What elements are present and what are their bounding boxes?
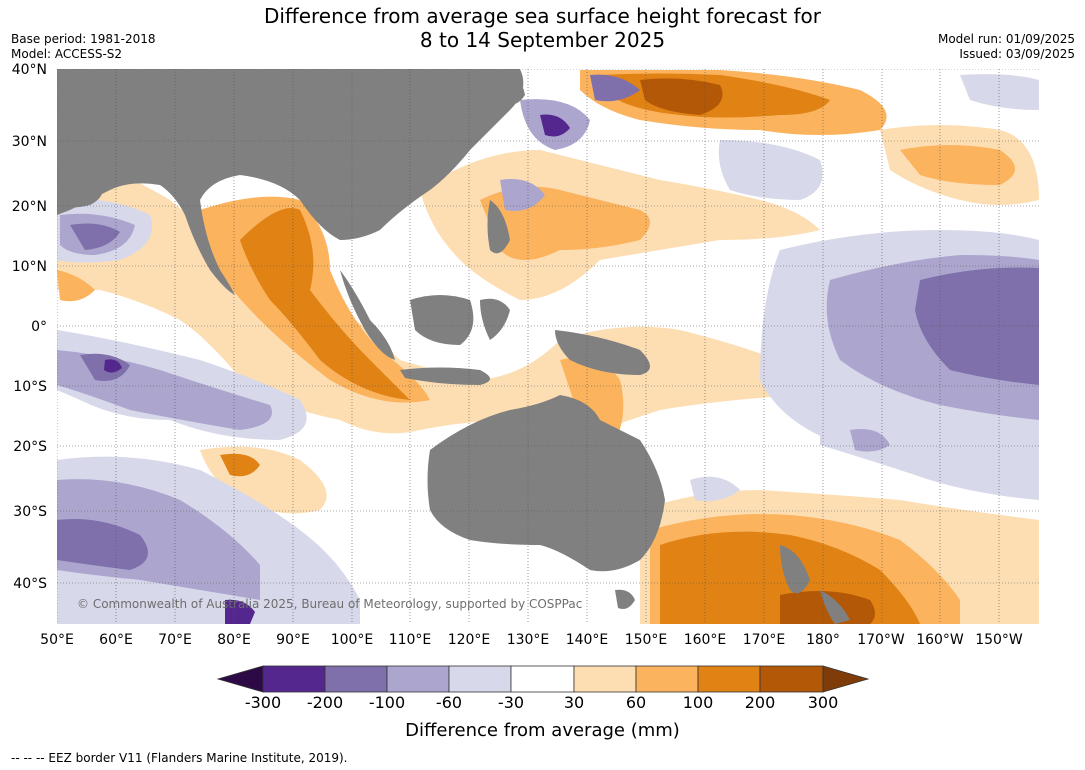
colorbar-swatch [324, 665, 388, 693]
colorbar [216, 665, 870, 693]
colorbar-swatch [573, 665, 637, 693]
colorbar-swatch [759, 665, 824, 693]
meta-left: Base period: 1981-2018 Model: ACCESS-S2 [11, 32, 156, 62]
colorbar-swatch [386, 665, 450, 693]
colorbar-tick: -200 [306, 693, 344, 712]
lon-label: 150°E [624, 632, 668, 648]
lat-label: 20°N [11, 199, 47, 215]
java-landmass [400, 367, 490, 385]
sulawesi-landmass [480, 298, 510, 340]
colorbar-swatch [262, 665, 326, 693]
colorbar-tick: -300 [244, 693, 282, 712]
asia-landmass [57, 69, 524, 295]
land-masses [57, 69, 850, 624]
lon-label: 70°E [158, 632, 192, 648]
arabia-landmass [57, 150, 104, 208]
lat-label: 30°S [13, 504, 47, 520]
colorbar-tick: 100 [682, 693, 714, 712]
lon-label: 80°E [217, 632, 251, 648]
title-line-1: Difference from average sea surface heig… [263, 4, 822, 28]
colorbar-tick: -60 [435, 693, 463, 712]
new-zealand-north-landmass [780, 545, 810, 594]
colorbar-tick: -30 [497, 693, 525, 712]
model-text: Model: ACCESS-S2 [11, 47, 123, 61]
graticule [57, 69, 1039, 624]
lon-label: 50°E [40, 632, 74, 648]
colorbar-swatch [216, 665, 264, 693]
lon-label: 160°E [683, 632, 727, 648]
colorbar-tick: 300 [807, 693, 839, 712]
lon-label: 90°E [276, 632, 310, 648]
lon-label: 120°E [447, 632, 491, 648]
meta-right: Model run: 01/09/2025 Issued: 03/09/2025 [938, 32, 1075, 62]
lat-label: 0° [31, 319, 47, 335]
lon-label: 180° [806, 632, 840, 648]
lon-label: 60°E [99, 632, 133, 648]
model-run-text: Model run: 01/09/2025 [937, 32, 1075, 46]
japan-landmass [500, 74, 525, 104]
base-period-text: Base period: 1981-2018 [11, 32, 156, 46]
lat-label: 20°S [13, 439, 47, 455]
lon-label: 130°E [506, 632, 550, 648]
lat-label: 30°N [11, 134, 47, 150]
new-guinea-landmass [555, 330, 650, 375]
borneo-landmass [410, 295, 474, 345]
australia-landmass [427, 395, 665, 572]
lat-label: 10°S [13, 379, 47, 395]
colorbar-swatch [510, 665, 575, 693]
new-zealand-south-landmass [820, 590, 850, 624]
colorbar-tick: -100 [368, 693, 406, 712]
colorbar-tick: 200 [744, 693, 776, 712]
lon-label: 170°W [857, 632, 905, 648]
tasmania-landmass [615, 589, 635, 609]
sumatra-landmass [340, 270, 395, 360]
lat-label: 40°S [13, 576, 47, 592]
philippines-landmass [487, 200, 510, 254]
colorbar-label: Difference from average (mm) [405, 720, 680, 741]
lat-label: 40°N [11, 62, 47, 78]
copyright-watermark: © Commonwealth of Australia 2025, Bureau… [77, 597, 583, 611]
colorbar-swatch [448, 665, 512, 693]
lat-label: 10°N [11, 259, 47, 275]
title-line-2: 8 to 14 September 2025 [419, 28, 666, 52]
lon-label: 100°E [330, 632, 374, 648]
map-title: Difference from average sea surface heig… [0, 4, 1085, 52]
colorbar-tick: 30 [563, 693, 585, 712]
colorbar-swatch [822, 665, 870, 693]
colorbar-swatch [697, 665, 761, 693]
lon-label: 160°W [916, 632, 964, 648]
colorbar-swatch [635, 665, 699, 693]
lon-label: 150°W [975, 632, 1023, 648]
lon-label: 170°E [742, 632, 786, 648]
eez-footnote: -- -- -- EEZ border V11 (Flanders Marine… [11, 751, 348, 765]
negative-anomaly-field [57, 74, 1039, 624]
issued-text: Issued: 03/09/2025 [959, 47, 1075, 61]
lon-label: 140°E [565, 632, 609, 648]
lon-label: 110°E [388, 632, 432, 648]
colorbar-tick: 60 [625, 693, 647, 712]
